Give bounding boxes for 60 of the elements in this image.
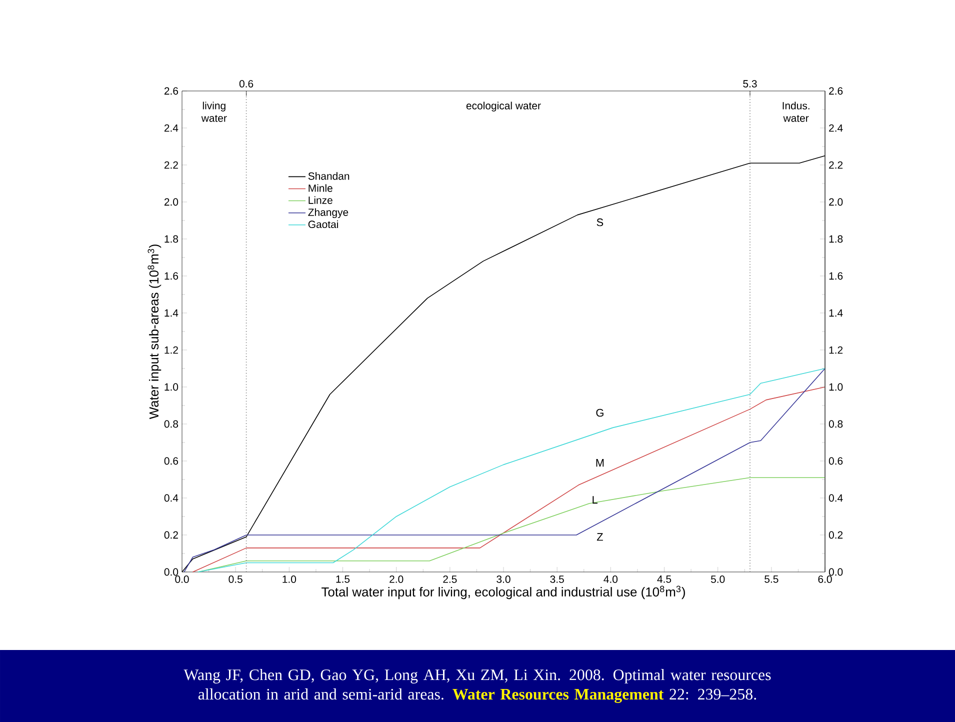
- x-tick-label: 1.5: [336, 576, 350, 583]
- text: Wang JF, Chen GD, Gao YG, Long AH, Xu ZM, Li Xin. 2008. Optimal water resources allocation in arid and semi-arid areas. Water Resources Management 22: 239–258.: [184, 668, 771, 703]
- annotation: ecological water: [466, 102, 541, 112]
- y2-tick-label: 0.8: [828, 420, 843, 428]
- legend-label: Gaotai: [308, 220, 338, 228]
- y2-tick-label: 2.4: [829, 124, 843, 132]
- x-axis-title: Total water input for living, ecological and industrial use (10$^{8}$m$^{3}$): [322, 586, 685, 600]
- y2-tick-label: 1.2: [829, 346, 843, 354]
- y-tick-label: 1.8: [164, 235, 178, 243]
- x-tick-label: 2.0: [390, 576, 404, 583]
- y-tick-label: 0.6: [164, 457, 178, 465]
- y2-tick-label: 0.6: [828, 457, 843, 465]
- annotation: L: [592, 496, 598, 504]
- annotation: Z: [596, 533, 603, 541]
- y2-tick-label: 0.4: [828, 494, 843, 502]
- y-tick-label: 1.2: [164, 346, 178, 354]
- y-tick-label: 1.4: [164, 309, 178, 317]
- ref-line-label: 5.3: [743, 80, 757, 88]
- y-tick-label: 2.2: [164, 161, 178, 169]
- y2-tick-label: 0.2: [828, 531, 843, 539]
- y-tick-label: 0.8: [164, 420, 178, 428]
- y2-tick-label: 2.2: [829, 161, 843, 169]
- x-tick-label: 5.0: [710, 576, 725, 583]
- y-tick-label: 2.4: [164, 124, 178, 132]
- annotation: G: [596, 408, 604, 417]
- y2-tick-label: 1.6: [829, 272, 843, 280]
- x-tick-label: 4.0: [604, 576, 618, 583]
- x-tick-label: 4.5: [657, 576, 672, 583]
- y2-tick-label: 1.4: [829, 309, 843, 317]
- ref-line-label: 0.6: [239, 80, 254, 88]
- annotation: Indus. water: [782, 102, 810, 122]
- legend-label: Shandan: [308, 172, 350, 180]
- legend-label: Minle: [308, 184, 332, 192]
- x-tick-label: 6.0: [818, 576, 832, 583]
- annotation: M: [596, 459, 604, 467]
- x-tick-label: 0.5: [228, 576, 242, 583]
- y-tick-label: 0.4: [164, 494, 178, 502]
- legend-label: Zhangye: [308, 208, 348, 218]
- line-series: [198, 477, 826, 572]
- y-tick-label: 0.0: [164, 568, 178, 576]
- legend-label: Linze: [308, 196, 332, 204]
- y-tick-label: 1.6: [164, 272, 178, 280]
- annotation: S: [596, 218, 604, 226]
- y2-tick-label: 1.8: [829, 235, 843, 243]
- y2-tick-label: 0.0: [828, 568, 843, 576]
- x-tick-label: 1.0: [282, 576, 296, 583]
- y-tick-label: 2.0: [164, 198, 178, 206]
- y2-tick-label: 2.0: [829, 198, 843, 206]
- x-tick-label: 2.5: [443, 576, 457, 583]
- x-tick-label: 5.5: [764, 576, 778, 583]
- y-tick-label: 2.6: [164, 87, 178, 95]
- y-tick-label: 1.0: [164, 383, 178, 391]
- x-tick-label: 0.0: [175, 576, 189, 583]
- x-tick-label: 3.5: [550, 576, 564, 583]
- y-axis-title: Water input sub-areas (10$^{8}$m$^{3}$): [148, 244, 162, 420]
- x-tick-label: 3.0: [496, 576, 510, 583]
- y-tick-label: 0.2: [164, 531, 178, 539]
- y2-tick-label: 1.0: [829, 383, 843, 391]
- y2-tick-label: 2.6: [829, 87, 843, 95]
- annotation: living water: [201, 102, 227, 122]
